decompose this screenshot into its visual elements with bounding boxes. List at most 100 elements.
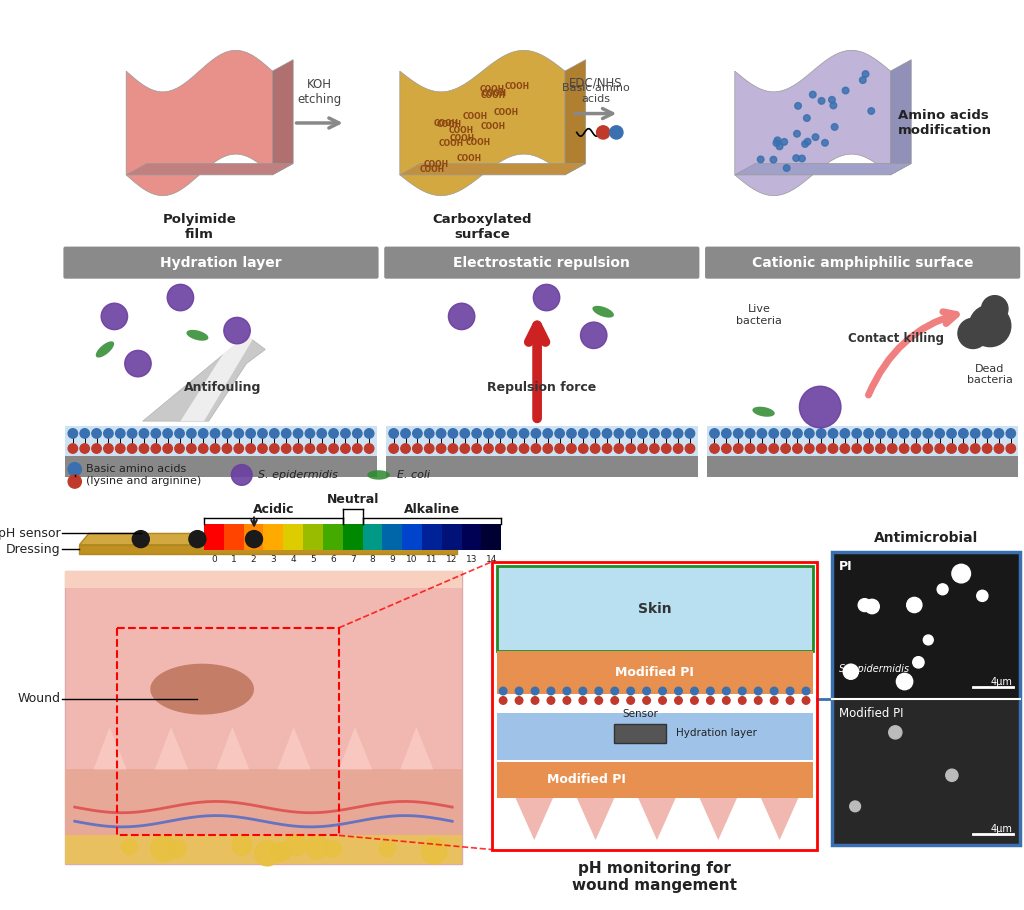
- Circle shape: [947, 444, 956, 453]
- Circle shape: [840, 444, 850, 453]
- Circle shape: [293, 444, 303, 453]
- Bar: [441, 524, 462, 551]
- Text: KOH
etching: KOH etching: [297, 78, 341, 106]
- Circle shape: [958, 429, 968, 438]
- Circle shape: [868, 107, 874, 115]
- Text: COOH: COOH: [481, 89, 507, 98]
- Text: S. epidermidis: S. epidermidis: [258, 470, 338, 480]
- Circle shape: [614, 429, 624, 438]
- Circle shape: [690, 697, 698, 704]
- Circle shape: [723, 697, 730, 704]
- Circle shape: [175, 444, 184, 453]
- Text: PI: PI: [839, 560, 853, 573]
- Circle shape: [971, 429, 980, 438]
- Polygon shape: [126, 50, 272, 196]
- Circle shape: [269, 444, 280, 453]
- Polygon shape: [278, 727, 310, 769]
- Text: COOH: COOH: [438, 138, 464, 147]
- Circle shape: [579, 444, 588, 453]
- Text: COOH: COOH: [424, 159, 450, 168]
- Text: Skin: Skin: [638, 602, 672, 616]
- Circle shape: [282, 429, 291, 438]
- Circle shape: [1006, 444, 1016, 453]
- FancyBboxPatch shape: [706, 247, 1020, 278]
- Circle shape: [305, 836, 329, 859]
- Circle shape: [199, 429, 208, 438]
- Circle shape: [101, 303, 128, 329]
- Circle shape: [581, 322, 607, 349]
- Circle shape: [329, 444, 338, 453]
- Circle shape: [685, 444, 694, 453]
- Bar: [707, 426, 1018, 456]
- FancyBboxPatch shape: [63, 247, 379, 278]
- Circle shape: [675, 687, 682, 695]
- Polygon shape: [96, 341, 114, 358]
- Circle shape: [781, 138, 787, 146]
- Circle shape: [947, 429, 956, 438]
- Text: Hydration layer: Hydration layer: [160, 256, 282, 269]
- Bar: [831, 552, 1020, 844]
- Circle shape: [579, 687, 587, 695]
- Circle shape: [733, 429, 743, 438]
- Text: Modified PI: Modified PI: [839, 707, 903, 720]
- Circle shape: [222, 444, 231, 453]
- Circle shape: [69, 444, 78, 453]
- Circle shape: [793, 155, 800, 161]
- Text: COOH: COOH: [481, 91, 506, 100]
- Circle shape: [685, 429, 694, 438]
- Circle shape: [707, 687, 714, 695]
- Circle shape: [970, 305, 1011, 347]
- Circle shape: [674, 444, 683, 453]
- Circle shape: [92, 429, 101, 438]
- Polygon shape: [339, 727, 372, 769]
- Circle shape: [246, 531, 262, 548]
- Text: COOH: COOH: [504, 82, 529, 91]
- Polygon shape: [515, 798, 553, 840]
- Circle shape: [722, 444, 731, 453]
- Text: Wound: Wound: [17, 693, 60, 705]
- Text: Sensor: Sensor: [622, 709, 657, 719]
- Circle shape: [270, 843, 289, 862]
- Circle shape: [325, 841, 341, 857]
- Circle shape: [994, 429, 1004, 438]
- Circle shape: [210, 444, 220, 453]
- Polygon shape: [180, 302, 274, 421]
- Circle shape: [449, 444, 458, 453]
- Polygon shape: [753, 407, 775, 417]
- Text: pH sensor: pH sensor: [0, 527, 60, 540]
- Circle shape: [152, 444, 161, 453]
- Circle shape: [152, 429, 161, 438]
- Circle shape: [858, 599, 871, 612]
- Circle shape: [365, 444, 374, 453]
- Text: Hydration layer: Hydration layer: [676, 729, 757, 739]
- Polygon shape: [399, 50, 565, 196]
- Circle shape: [923, 429, 933, 438]
- Text: Alkaline: Alkaline: [403, 502, 460, 516]
- Circle shape: [597, 126, 609, 139]
- Circle shape: [805, 444, 814, 453]
- Circle shape: [609, 126, 623, 139]
- Circle shape: [738, 697, 746, 704]
- Circle shape: [566, 429, 577, 438]
- Circle shape: [595, 697, 602, 704]
- Circle shape: [232, 835, 252, 855]
- Circle shape: [843, 664, 858, 679]
- Bar: [224, 524, 244, 551]
- Bar: [343, 524, 362, 551]
- Circle shape: [579, 429, 588, 438]
- Text: 1: 1: [230, 555, 237, 564]
- Bar: [707, 456, 1018, 477]
- Circle shape: [781, 444, 791, 453]
- Text: COOH: COOH: [437, 120, 462, 129]
- Circle shape: [352, 429, 362, 438]
- Bar: [497, 566, 813, 652]
- Polygon shape: [80, 545, 457, 554]
- Circle shape: [786, 697, 794, 704]
- Bar: [66, 571, 462, 864]
- Text: Carboxylated
surface: Carboxylated surface: [432, 213, 532, 240]
- Circle shape: [828, 444, 838, 453]
- Circle shape: [971, 444, 980, 453]
- Circle shape: [982, 429, 992, 438]
- Text: 9: 9: [389, 555, 395, 564]
- Circle shape: [579, 697, 587, 704]
